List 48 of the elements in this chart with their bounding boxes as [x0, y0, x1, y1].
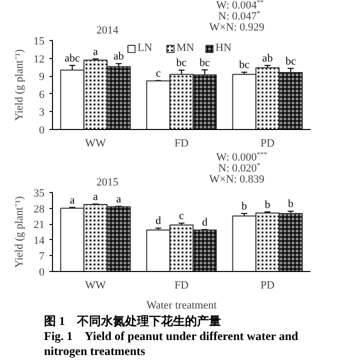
annotation: a [93, 191, 98, 204]
y-tick-label: 7 [39, 250, 45, 263]
legend-label: MN [176, 42, 196, 54]
annotation: b [242, 200, 248, 212]
x-tick-label: PD [260, 280, 275, 292]
annotation: bc [176, 57, 187, 70]
x-tick-label: FD [174, 138, 189, 150]
x-axis-title: Water treatment [146, 300, 217, 312]
caption: 图 1 不同水氮处理下花生的产量 [44, 314, 222, 329]
chart-title: 2015 [96, 176, 119, 188]
y-tick-label: 14 [34, 234, 45, 247]
y-axis-title: Yield (g plant⁻¹) [14, 196, 26, 268]
y-tick-label: 0 [39, 266, 45, 278]
annotation: a [70, 194, 75, 206]
x-tick-label: WW [85, 138, 106, 150]
text: W×N: 0.839 [209, 174, 265, 186]
x-tick-label: FD [174, 280, 189, 292]
y-tick-label: 28 [34, 203, 45, 216]
annotation: d [156, 215, 162, 228]
annotation: bc [200, 56, 210, 69]
y-tick-label: 15 [34, 36, 45, 48]
annotation: abc [64, 52, 80, 64]
annotation: b [264, 198, 271, 211]
y-tick-label: 21 [34, 219, 44, 232]
annotation: a [93, 46, 98, 58]
x-tick-label: PD [260, 138, 275, 150]
annotation: c [179, 210, 184, 222]
y-tick-label: 9 [39, 71, 45, 84]
y-tick-label: 3 [39, 106, 45, 119]
legend-label: LN [138, 42, 154, 54]
annotation: c [156, 68, 161, 80]
annotation: b [288, 198, 294, 210]
annotation: bc [239, 59, 250, 72]
y-tick-label: 0 [39, 124, 45, 136]
y-tick-label: 12 [34, 53, 44, 66]
y-axis-title: Yield (g plant⁻¹) [14, 48, 26, 121]
text: W×N: 0.929 [209, 22, 265, 34]
annotation: bc [286, 55, 296, 68]
annotation: ab [262, 52, 274, 64]
caption: Fig. 1 Yield of peanut under different water and nitrogen treatments [44, 329, 300, 359]
legend-label: HN [216, 42, 232, 54]
chart-title: 2014 [96, 24, 119, 36]
y-tick-label: 35 [34, 188, 45, 200]
annotation: ab [114, 50, 124, 63]
x-tick-label: WW [85, 280, 106, 292]
annotation: a [116, 193, 122, 206]
annotation: d [202, 216, 208, 229]
y-tick-label: 6 [39, 88, 45, 101]
